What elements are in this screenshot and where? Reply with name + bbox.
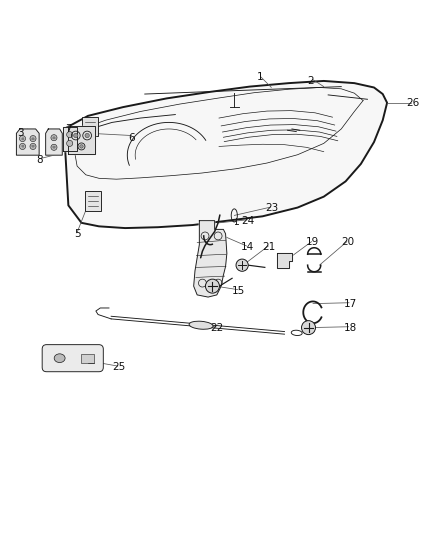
Circle shape	[19, 143, 25, 149]
Circle shape	[85, 133, 89, 138]
Circle shape	[236, 259, 248, 271]
Text: 20: 20	[341, 238, 354, 247]
Text: 23: 23	[265, 203, 278, 213]
Bar	[82, 117, 98, 136]
Text: 21: 21	[263, 242, 276, 252]
Circle shape	[51, 135, 57, 141]
Polygon shape	[277, 253, 292, 268]
Polygon shape	[194, 221, 227, 297]
FancyBboxPatch shape	[42, 345, 103, 372]
Polygon shape	[16, 129, 39, 155]
Circle shape	[74, 133, 78, 138]
Text: 17: 17	[343, 298, 357, 309]
Text: 25: 25	[112, 362, 125, 372]
Bar	[81, 354, 94, 362]
Circle shape	[19, 135, 25, 142]
Ellipse shape	[189, 321, 213, 329]
Bar	[85, 191, 101, 211]
Text: 14: 14	[241, 242, 254, 252]
Text: 3: 3	[17, 128, 24, 139]
Polygon shape	[63, 127, 77, 151]
Circle shape	[80, 144, 83, 148]
Text: 5: 5	[74, 229, 81, 239]
Polygon shape	[64, 81, 387, 228]
Circle shape	[67, 132, 73, 138]
Polygon shape	[68, 126, 95, 154]
Text: 18: 18	[343, 322, 357, 333]
Circle shape	[67, 140, 73, 147]
Text: 8: 8	[37, 155, 43, 165]
Circle shape	[30, 135, 36, 142]
Circle shape	[301, 321, 315, 335]
Ellipse shape	[54, 354, 65, 362]
Circle shape	[30, 143, 36, 149]
Text: 2: 2	[307, 76, 314, 86]
Text: 1: 1	[257, 71, 264, 82]
Text: 22: 22	[210, 322, 223, 333]
Circle shape	[205, 279, 219, 293]
Text: 26: 26	[406, 98, 420, 108]
Circle shape	[51, 144, 57, 150]
Text: 7: 7	[65, 124, 72, 134]
Text: 15: 15	[232, 286, 245, 295]
Polygon shape	[46, 129, 62, 155]
Text: 6: 6	[128, 133, 135, 143]
Text: 19: 19	[306, 238, 319, 247]
Text: 24: 24	[241, 216, 254, 225]
